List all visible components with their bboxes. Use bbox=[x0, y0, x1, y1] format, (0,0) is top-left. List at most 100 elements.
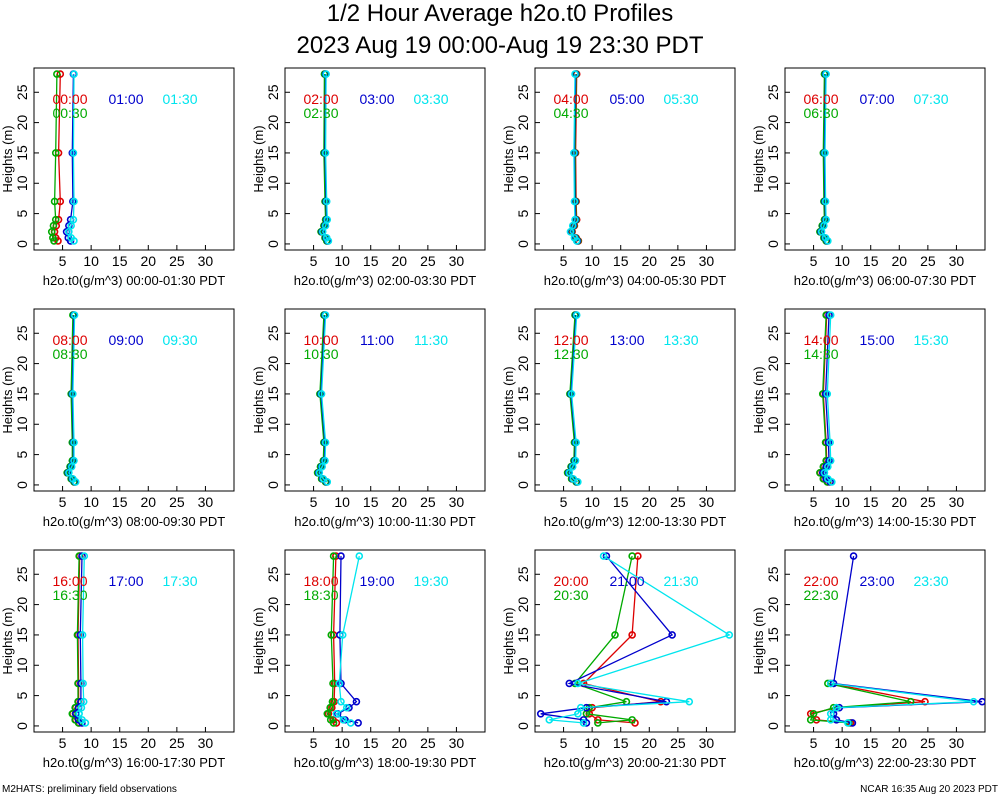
series-group bbox=[68, 552, 90, 727]
legend-entry: 19:00 bbox=[359, 573, 394, 589]
data-point bbox=[725, 631, 734, 639]
figure-title: 1/2 Hour Average h2o.t0 Profiles bbox=[327, 0, 673, 27]
x-axis-label: h2o.t0(g/m^3) 22:00-23:30 PDT bbox=[794, 755, 976, 770]
y-tick-label: 0 bbox=[765, 722, 781, 730]
data-point bbox=[69, 475, 77, 483]
y-tick-label: 10 bbox=[765, 175, 781, 191]
plot-frame bbox=[33, 67, 235, 251]
panel-9: 5 10 15 20 25 30 0 5 10 15 20 25 h2o.t0(g/m^3) 16:00… bbox=[0, 549, 235, 770]
data-point bbox=[321, 456, 329, 465]
y-tick-label: 20 bbox=[765, 356, 781, 372]
series-line-1900 bbox=[336, 556, 359, 724]
x-tick-label: 30 bbox=[449, 253, 465, 269]
data-point bbox=[821, 197, 830, 206]
series-line-2230 bbox=[809, 682, 911, 724]
y-axis-label: Heights (m) bbox=[501, 125, 516, 192]
y-tick-label: 10 bbox=[765, 416, 781, 432]
legend-entry: 04:00 bbox=[553, 91, 588, 107]
y-tick-label: 20 bbox=[515, 115, 531, 131]
data-point bbox=[79, 697, 88, 706]
y-tick-label: 25 bbox=[765, 566, 781, 582]
x-tick-label: 30 bbox=[949, 253, 965, 269]
x-tick-label: 10 bbox=[584, 735, 600, 751]
x-tick-label: 15 bbox=[112, 494, 128, 510]
data-point bbox=[354, 719, 362, 727]
y-tick-label: 0 bbox=[14, 722, 30, 730]
series-group bbox=[566, 70, 583, 245]
x-tick-label: 30 bbox=[449, 494, 465, 510]
legend-entry: 16:00 bbox=[52, 573, 87, 589]
legend-entry: 09:30 bbox=[162, 332, 197, 348]
x-tick-label: 5 bbox=[560, 494, 568, 510]
data-point bbox=[576, 703, 585, 712]
data-point bbox=[574, 679, 582, 688]
legend-entry: 18:00 bbox=[303, 573, 338, 589]
legend-entry: 23:00 bbox=[859, 573, 894, 589]
panel-1: 5 10 15 20 25 30 0 5 10 15 20 25 h2o.t0(g/m^3) 00:00… bbox=[0, 67, 235, 288]
data-point bbox=[70, 70, 78, 78]
y-tick-label: 5 bbox=[265, 209, 281, 217]
y-tick-label: 15 bbox=[14, 627, 30, 643]
y-tick-label: 5 bbox=[515, 691, 531, 699]
y-axis-label: Heights (m) bbox=[751, 125, 766, 192]
y-tick-label: 5 bbox=[265, 450, 281, 458]
y-tick-label: 5 bbox=[14, 691, 30, 699]
y-tick-label: 25 bbox=[265, 566, 281, 582]
data-point bbox=[321, 438, 330, 447]
data-point bbox=[832, 703, 841, 712]
data-point bbox=[570, 149, 578, 157]
y-tick-label: 15 bbox=[265, 386, 281, 402]
legend-entry: 01:00 bbox=[108, 91, 143, 107]
legend-entry: 07:30 bbox=[913, 91, 948, 107]
series-group bbox=[323, 552, 364, 727]
y-tick-label: 15 bbox=[14, 145, 30, 161]
legend-entry: 19:30 bbox=[413, 573, 448, 589]
y-tick-label: 10 bbox=[515, 175, 531, 191]
data-point bbox=[75, 552, 83, 560]
y-tick-label: 0 bbox=[765, 481, 781, 489]
panel-5: 5 10 15 20 25 30 0 5 10 15 20 25 h2o.t0(g/m^3) 08:00… bbox=[0, 308, 235, 529]
x-tick-label: 10 bbox=[834, 735, 850, 751]
legend-entry: 13:30 bbox=[663, 332, 698, 348]
legend-entry: 06:30 bbox=[803, 105, 838, 121]
x-tick-label: 30 bbox=[198, 253, 214, 269]
y-tick-label: 15 bbox=[265, 627, 281, 643]
plot-frame bbox=[534, 549, 736, 733]
data-point bbox=[570, 234, 579, 242]
data-point bbox=[817, 228, 826, 236]
panel-7: 5 10 15 20 25 30 0 5 10 15 20 25 h2o.t0(g/m^3) 12:00… bbox=[501, 308, 736, 529]
data-point bbox=[848, 719, 857, 727]
data-point bbox=[65, 228, 73, 236]
x-tick-label: 5 bbox=[560, 735, 568, 751]
legend-entry: 08:00 bbox=[52, 332, 87, 348]
y-axis-label: Heights (m) bbox=[501, 366, 516, 433]
x-tick-label: 10 bbox=[83, 494, 99, 510]
x-tick-label: 25 bbox=[920, 735, 936, 751]
x-tick-label: 25 bbox=[420, 735, 436, 751]
data-point bbox=[824, 462, 832, 471]
legend-entry: 10:30 bbox=[303, 346, 338, 362]
x-tick-label: 25 bbox=[169, 494, 185, 510]
panel-3: 5 10 15 20 25 30 0 5 10 15 20 25 h2o.t0(g/m^3) 04:00… bbox=[501, 67, 736, 288]
data-point bbox=[69, 390, 77, 398]
y-tick-label: 20 bbox=[765, 597, 781, 613]
y-tick-label: 20 bbox=[515, 356, 531, 372]
data-point bbox=[318, 228, 327, 236]
x-tick-label: 5 bbox=[810, 735, 818, 751]
x-axis-label: h2o.t0(g/m^3) 04:00-05:30 PDT bbox=[544, 273, 726, 288]
legend-entry: 15:00 bbox=[859, 332, 894, 348]
data-point bbox=[571, 456, 580, 465]
x-tick-label: 5 bbox=[310, 494, 318, 510]
x-tick-label: 5 bbox=[59, 494, 67, 510]
y-tick-label: 15 bbox=[765, 145, 781, 161]
data-point bbox=[318, 462, 326, 471]
x-tick-label: 30 bbox=[198, 494, 214, 510]
legend-entry: 11:30 bbox=[414, 332, 448, 348]
x-tick-label: 10 bbox=[834, 494, 850, 510]
x-tick-label: 5 bbox=[310, 253, 318, 269]
legend-entry: 13:00 bbox=[609, 332, 644, 348]
data-point bbox=[70, 438, 78, 447]
data-point bbox=[844, 719, 852, 727]
series-line-1930 bbox=[335, 555, 360, 724]
legend-entry: 03:30 bbox=[413, 91, 448, 107]
